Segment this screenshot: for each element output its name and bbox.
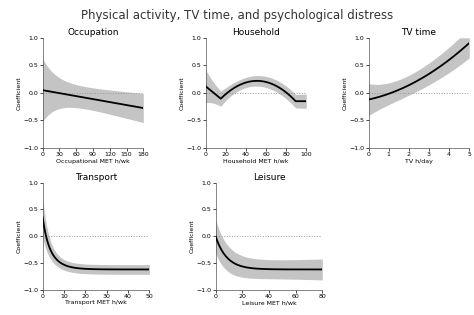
Title: Leisure: Leisure [253, 173, 285, 182]
X-axis label: TV h/day: TV h/day [405, 159, 433, 163]
X-axis label: Household MET h/wk: Household MET h/wk [223, 159, 289, 163]
X-axis label: Leisure MET h/wk: Leisure MET h/wk [242, 301, 296, 305]
Y-axis label: Coefficient: Coefficient [17, 219, 22, 253]
X-axis label: Occupational MET h/wk: Occupational MET h/wk [56, 159, 130, 163]
Y-axis label: Coefficient: Coefficient [190, 219, 195, 253]
Y-axis label: Coefficient: Coefficient [180, 76, 185, 110]
Title: Transport: Transport [75, 173, 117, 182]
Title: Household: Household [232, 28, 280, 37]
Title: TV time: TV time [401, 28, 437, 37]
Text: Physical activity, TV time, and psychological distress: Physical activity, TV time, and psycholo… [81, 9, 393, 22]
X-axis label: Transport MET h/wk: Transport MET h/wk [65, 301, 127, 305]
Y-axis label: Coefficient: Coefficient [17, 76, 22, 110]
Title: Occupation: Occupation [67, 28, 118, 37]
Y-axis label: Coefficient: Coefficient [343, 76, 348, 110]
